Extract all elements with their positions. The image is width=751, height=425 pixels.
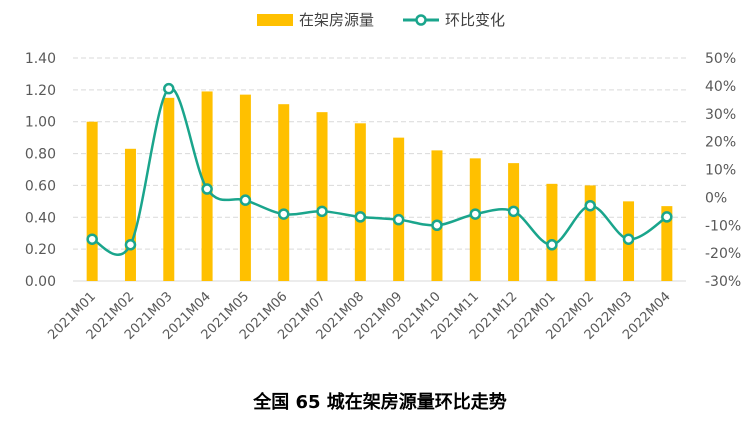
right-tick-label: -20%	[705, 246, 741, 262]
line-point	[546, 239, 558, 251]
line-point	[584, 199, 596, 212]
chart-title: 全国 65 城在架房源量环比走势	[252, 391, 507, 413]
bar	[393, 137, 405, 281]
line-point	[354, 211, 367, 223]
line-series	[86, 82, 673, 256]
bar	[431, 150, 443, 281]
right-tick-label: 30%	[705, 107, 736, 123]
left-tick-label: 1.40	[25, 51, 56, 67]
bar	[278, 104, 290, 281]
bar	[316, 112, 328, 282]
right-tick-label: 40%	[705, 79, 736, 95]
legend-bar-label: 在架房源量	[299, 11, 374, 29]
line-point	[201, 183, 213, 195]
line-point	[86, 233, 98, 245]
bar	[163, 97, 175, 281]
legend-bar-swatch	[257, 14, 293, 26]
bar	[546, 183, 558, 281]
right-tick-label: -30%	[705, 274, 741, 290]
right-axis: -30% -20% -10% 0% 10% 20% 30% 40% 50%	[705, 51, 741, 290]
line-point	[163, 82, 175, 95]
left-tick-label: 1.20	[25, 83, 56, 99]
series-line	[91, 87, 668, 256]
bar-series	[86, 91, 673, 282]
bar	[124, 148, 136, 281]
bar	[354, 123, 366, 281]
bar	[86, 121, 98, 281]
bar	[661, 206, 673, 281]
right-tick-label: 50%	[705, 51, 736, 67]
line-point	[239, 194, 252, 206]
right-tick-label: 0%	[705, 190, 727, 206]
line-point	[469, 208, 482, 220]
right-tick-label: 10%	[705, 163, 736, 179]
line-point	[661, 211, 673, 223]
right-tick-label: -10%	[705, 218, 741, 234]
right-tick-label: 20%	[705, 135, 736, 151]
left-tick-label: 1.00	[25, 115, 56, 131]
legend: 在架房源量 环比变化	[257, 11, 505, 29]
left-tick-label: 0.60	[25, 178, 56, 194]
line-point	[316, 205, 328, 218]
line-point	[124, 239, 137, 251]
left-tick-label: 0.40	[25, 210, 56, 226]
bar	[584, 185, 596, 281]
left-axis: 0.00 0.20 0.40 0.60 0.80 1.00 1.20 1.40	[25, 51, 56, 290]
legend-line-marker	[415, 14, 427, 26]
line-point	[277, 208, 290, 220]
left-tick-label: 0.80	[25, 147, 56, 163]
left-tick-label: 0.00	[25, 274, 56, 290]
bar	[508, 163, 520, 281]
left-tick-label: 0.20	[25, 242, 56, 258]
bar	[239, 94, 251, 281]
line-point	[622, 233, 635, 245]
legend-line-label: 环比变化	[445, 11, 505, 29]
x-axis: 2021M012021M022021M032021M042021M052021M…	[45, 289, 673, 343]
line-point	[507, 205, 520, 218]
line-point	[431, 219, 443, 231]
line-point	[392, 213, 405, 226]
